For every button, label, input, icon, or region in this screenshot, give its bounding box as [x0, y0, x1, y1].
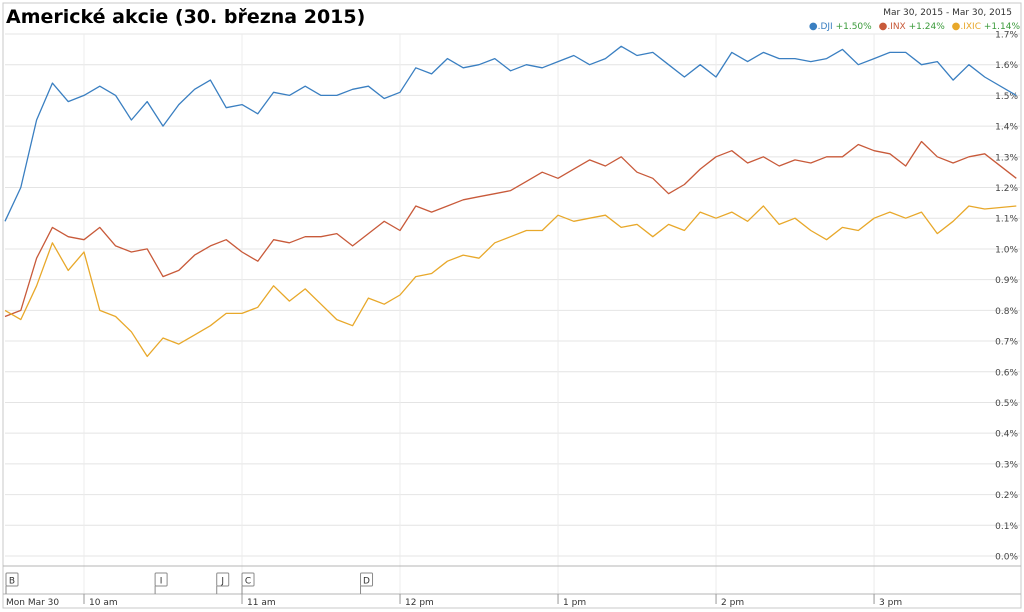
- x-tick-label: 2 pm: [721, 598, 744, 608]
- legend-item-dji[interactable]: ●.DJI +1.50%: [808, 21, 872, 32]
- event-marker-B[interactable]: B: [5, 572, 19, 594]
- event-marker-label: J: [220, 577, 224, 587]
- y-tick-label: 1.1%: [995, 215, 1018, 225]
- event-marker-D[interactable]: D: [360, 572, 374, 594]
- y-tick-label: 1.3%: [995, 153, 1018, 163]
- event-marker-box: [241, 572, 255, 587]
- y-tick-label: 1.4%: [995, 123, 1018, 133]
- event-marker-label: I: [160, 577, 163, 587]
- y-tick-label: 1.5%: [995, 92, 1018, 102]
- legend-item-inx[interactable]: ●.INX +1.24%: [878, 21, 945, 32]
- legend: ●.DJI +1.50% ●.INX +1.24% ●.IXIC +1.14%: [805, 21, 1020, 32]
- legend-item-ixic[interactable]: ●.IXIC +1.14%: [951, 21, 1020, 32]
- y-tick-label: 0.6%: [995, 368, 1018, 378]
- y-tick-label: 0.0%: [995, 553, 1018, 563]
- y-tick-label: 0.5%: [995, 399, 1018, 409]
- grid-lines: [5, 33, 1021, 557]
- event-marker-box: [216, 572, 230, 587]
- legend-dot-icon: ●: [951, 21, 961, 32]
- x-grid-lines: [83, 34, 875, 604]
- legend-dot-icon: ●: [808, 21, 818, 32]
- chart-title: Americké akcie (30. března 2015): [6, 6, 366, 28]
- series-line-ixic: [4, 205, 1017, 358]
- x-axis-ticks: Mon Mar 30 10 am 11 am 12 pm 1 pm 2 pm 3 pm: [6, 594, 902, 608]
- y-axis-ticks: 0.0% 0.1% 0.2% 0.3% 0.4% 0.5% 0.6% 0.7% 0.8% 0.9%…: [995, 31, 1018, 563]
- legend-series-change: +1.24%: [908, 22, 945, 32]
- y-tick-label: 0.8%: [995, 307, 1018, 317]
- series-line-inx: [4, 140, 1017, 318]
- x-tick-label: 3 pm: [879, 598, 902, 608]
- x-tick-label: 11 am: [247, 598, 276, 608]
- event-marker-C[interactable]: C: [241, 572, 255, 594]
- legend-series-change: +1.14%: [983, 22, 1020, 32]
- y-tick-label: 1.0%: [995, 245, 1018, 255]
- x-tick-label: 1 pm: [563, 598, 586, 608]
- y-tick-label: 0.9%: [995, 276, 1018, 286]
- event-marker-I[interactable]: I: [154, 572, 168, 594]
- event-marker-label: D: [363, 577, 370, 587]
- y-tick-label: 0.4%: [995, 430, 1018, 440]
- legend-dot-icon: ●: [878, 21, 888, 32]
- legend-series-name: .INX: [887, 22, 906, 32]
- series-line-dji: [4, 45, 1017, 222]
- legend-series-name: .DJI: [817, 22, 833, 32]
- y-tick-label: 1.6%: [995, 61, 1018, 71]
- y-tick-label: 0.1%: [995, 522, 1018, 532]
- y-tick-label: 0.2%: [995, 491, 1018, 501]
- event-marker-J[interactable]: J: [216, 572, 230, 594]
- legend-series-name: .IXIC: [960, 22, 981, 32]
- event-marker-label: B: [9, 577, 15, 587]
- y-tick-label: 1.7%: [995, 31, 1018, 41]
- event-marker-box: [5, 572, 19, 587]
- event-marker-box: [360, 572, 374, 587]
- x-tick-label: Mon Mar 30: [6, 598, 59, 608]
- event-marker-label: C: [245, 577, 251, 587]
- x-tick-label: 12 pm: [405, 598, 434, 608]
- y-tick-label: 0.7%: [995, 338, 1018, 348]
- x-tick-label: 10 am: [89, 598, 118, 608]
- date-range: Mar 30, 2015 - Mar 30, 2015: [883, 8, 1012, 18]
- y-tick-label: 1.2%: [995, 184, 1018, 194]
- legend-series-change: +1.50%: [835, 22, 872, 32]
- event-marker-box: [154, 572, 168, 587]
- y-tick-label: 0.3%: [995, 460, 1018, 470]
- series-lines: [4, 45, 1017, 358]
